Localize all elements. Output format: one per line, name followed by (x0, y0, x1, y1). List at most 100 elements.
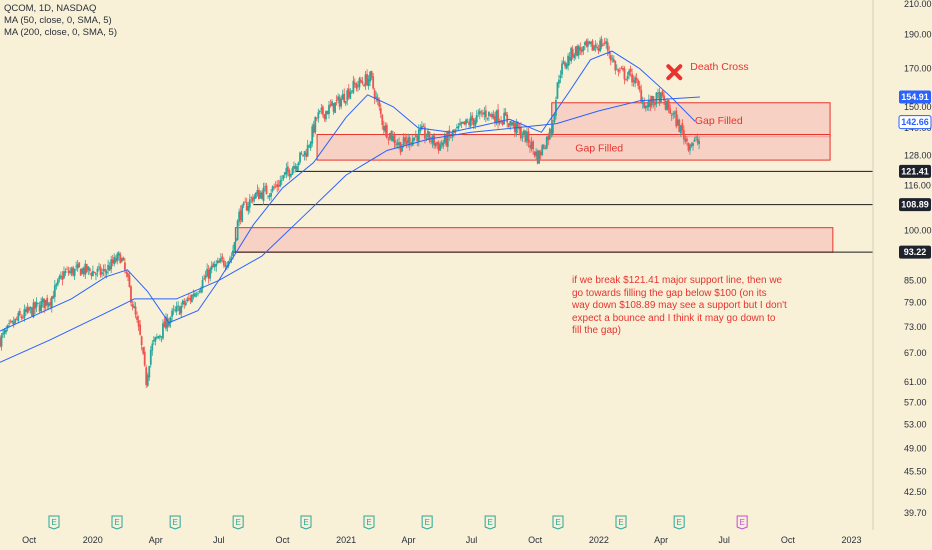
candle (545, 135, 548, 150)
earnings-badge[interactable]: E (736, 515, 748, 530)
candle (305, 148, 308, 161)
candle (434, 142, 437, 149)
candle (504, 108, 507, 116)
candle (494, 111, 496, 127)
candle (312, 120, 315, 138)
candle (250, 196, 253, 204)
candle (687, 142, 690, 153)
candle (620, 65, 623, 70)
gap-zone-2[interactable] (234, 227, 834, 253)
earnings-badge[interactable]: E (421, 515, 433, 530)
candle (679, 125, 682, 137)
earnings-badge[interactable]: E (111, 515, 123, 530)
candle (466, 118, 469, 124)
candles (0, 35, 700, 389)
candle (331, 99, 333, 107)
earnings-badge[interactable]: E (363, 515, 375, 530)
candle (15, 316, 18, 321)
earnings-badge[interactable]: E (232, 515, 244, 530)
candle (638, 80, 641, 93)
candle (538, 149, 541, 164)
time-tick-13: 2023 (842, 535, 862, 545)
earnings-badge[interactable]: E (300, 515, 312, 530)
price-tick-12: 61.00 (904, 377, 927, 387)
candle (449, 134, 452, 139)
price-tick-11: 67.00 (904, 348, 927, 358)
candle (116, 251, 119, 265)
svg-text:E: E (739, 518, 744, 527)
candle (390, 130, 393, 142)
ma200-legend[interactable]: MA (200, close, 0, SMA, 5) (4, 27, 117, 38)
candle (486, 117, 489, 121)
candle (448, 125, 451, 141)
candle (399, 141, 402, 156)
candle (401, 143, 403, 152)
price-tick-2: 170.00 (904, 64, 932, 74)
candle (647, 94, 650, 112)
candle (197, 291, 199, 297)
candle (652, 95, 655, 108)
symbol-legend[interactable]: QCOM, 1D, NASDAQ (4, 3, 97, 14)
earnings-badge[interactable]: E (673, 515, 685, 530)
candle (0, 332, 3, 351)
candle (323, 114, 326, 122)
candle (529, 139, 531, 154)
candle (419, 124, 422, 134)
candle (600, 35, 603, 50)
candle (137, 315, 140, 331)
candle (317, 108, 320, 123)
time-axis[interactable]: Oct 2020 Apr Jul Oct 2021 Apr Jul Oct 2022 Apr Jul O… (22, 535, 861, 545)
candle (341, 89, 344, 100)
candle (140, 335, 143, 351)
candle (477, 109, 480, 117)
candle (293, 161, 295, 174)
candle (344, 100, 347, 107)
candle (539, 149, 542, 160)
earnings-badge[interactable]: E (169, 515, 181, 530)
candle (492, 110, 495, 120)
candle (463, 121, 466, 126)
candle (673, 110, 676, 118)
candle (189, 294, 192, 305)
price-axis[interactable]: 210.00190.00170.00150.00140.00128.00116.… (904, 0, 932, 518)
candle (392, 130, 394, 142)
candle (56, 278, 59, 287)
earnings-badge[interactable]: E (552, 515, 564, 530)
candle (49, 298, 52, 310)
candle (478, 108, 481, 120)
time-tick-0: Oct (22, 535, 37, 545)
candle (87, 265, 90, 276)
candle (579, 42, 582, 56)
time-tick-4: Oct (275, 535, 290, 545)
candle (191, 293, 193, 303)
candle (635, 73, 638, 84)
candle (110, 255, 113, 274)
candle (165, 313, 167, 332)
candle (245, 197, 248, 211)
time-tick-10: Apr (654, 535, 668, 545)
candle (594, 40, 597, 52)
candle (261, 189, 263, 200)
candle (370, 70, 373, 81)
candle (142, 346, 145, 355)
candle (580, 46, 583, 56)
candle (382, 120, 385, 135)
candle (553, 112, 556, 124)
earnings-badge[interactable]: E (48, 515, 60, 530)
candle (184, 299, 187, 307)
candle (131, 300, 134, 311)
death-cross-marker[interactable]: Death Cross (666, 61, 749, 81)
earnings-badge[interactable]: E (615, 515, 627, 530)
candle (171, 307, 174, 322)
candle (475, 110, 478, 125)
gap-zone-0[interactable] (551, 102, 831, 138)
candle (632, 75, 635, 87)
candle (360, 76, 362, 84)
candle (308, 144, 311, 149)
ma50-legend[interactable]: MA (50, close, 0, SMA, 5) (4, 15, 112, 26)
earnings-badge[interactable]: E (484, 515, 496, 530)
zone-label-0: Gap Filled (695, 115, 743, 127)
candle (290, 173, 292, 179)
candle (23, 304, 26, 322)
